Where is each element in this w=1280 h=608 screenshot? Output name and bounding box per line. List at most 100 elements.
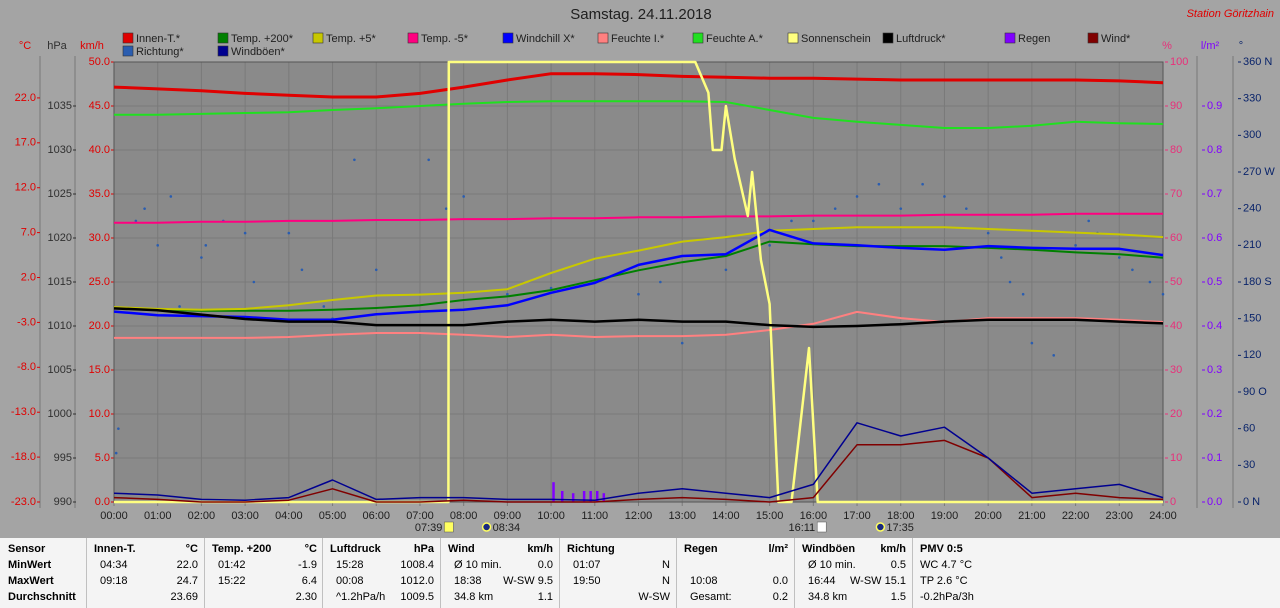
direction-dot: [117, 427, 120, 430]
y-tick-label: 5.0: [95, 452, 110, 464]
direction-dot: [659, 280, 662, 284]
y-tick-label: 330: [1243, 93, 1261, 105]
legend-label: Wind*: [1101, 33, 1131, 45]
x-tick-label: 06:00: [362, 510, 390, 522]
y-tick-label: 90 O: [1243, 386, 1267, 398]
column-unit: l/m²: [768, 543, 788, 555]
y-tick-label: 995: [54, 452, 72, 464]
direction-dot: [965, 207, 968, 210]
y-tick-label: -8.0: [17, 361, 36, 373]
legend-label: Feuchte I.*: [611, 33, 665, 45]
sun-time: 16:11: [788, 522, 815, 534]
y-tick-label: -18.0: [11, 451, 36, 463]
direction-dot: [462, 195, 465, 198]
table-cell: TP 2.6 °C: [920, 575, 968, 587]
legend-label: Innen-T.*: [136, 33, 181, 45]
direction-dot: [134, 219, 138, 223]
direction-dot: [921, 182, 924, 186]
column-separator: [676, 538, 677, 608]
legend-swatch: [1087, 32, 1099, 44]
x-tick-label: 07:00: [406, 510, 434, 522]
y-tick-label: 20.0: [89, 320, 110, 332]
x-tick-label: 02:00: [188, 510, 216, 522]
column-separator: [322, 538, 323, 608]
table-cell: 23.69: [170, 591, 198, 603]
table-cell: 1.1: [537, 591, 553, 603]
table-cell: 00:08: [336, 575, 364, 587]
table-cell: Gesamt:: [690, 591, 732, 603]
y-tick-label: 0 N: [1243, 496, 1260, 508]
series-line: [114, 60, 1163, 504]
y-tick-label: 30: [1170, 364, 1182, 376]
series-line: [113, 307, 1164, 329]
direction-dot: [374, 268, 378, 272]
y-tick-label: 45.0: [89, 100, 110, 112]
series-line: [114, 212, 1163, 224]
x-tick-label: 19:00: [931, 510, 959, 522]
direction-dot: [637, 292, 640, 296]
table-cell: -0.2hPa/3h: [920, 591, 974, 603]
direction-dot: [1052, 354, 1056, 357]
series-line: [114, 100, 1164, 129]
series-line: [113, 422, 1164, 501]
table-cell: 6.4: [301, 575, 317, 587]
x-tick-label: 17:00: [843, 510, 871, 522]
row-label: MaxWert: [8, 575, 54, 587]
rain-bar: [561, 491, 564, 502]
table-cell: 22.0: [176, 559, 198, 571]
table-cell: 18:38: [454, 575, 482, 587]
direction-dot: [680, 341, 684, 345]
direction-dot: [156, 244, 160, 247]
direction-dot: [1117, 256, 1121, 259]
table-cell: Ø 10 min.: [808, 559, 856, 571]
axis-unit: hPa: [47, 40, 67, 52]
y-tick-label: 2.0: [21, 271, 36, 283]
x-tick-label: 08:00: [450, 510, 478, 522]
axis-unit: °: [1239, 40, 1243, 52]
y-tick-label: -3.0: [17, 316, 36, 328]
direction-dot: [322, 305, 326, 308]
y-tick-label: 0.8: [1207, 144, 1222, 156]
x-tick-label: 13:00: [668, 510, 696, 522]
y-tick-label: 0.6: [1207, 232, 1222, 244]
column-unit: hPa: [413, 543, 434, 555]
direction-dot: [999, 256, 1003, 259]
y-tick-label: 1020: [48, 232, 72, 244]
x-tick-label: 00:00: [100, 510, 128, 522]
x-tick-label: 12:00: [625, 510, 653, 522]
series-line: [113, 228, 1164, 321]
legend-swatch: [502, 32, 514, 44]
x-tick-label: 23:00: [1106, 510, 1134, 522]
column-separator: [86, 538, 87, 608]
table-cell: WC 4.7 °C: [920, 559, 973, 571]
x-tick-label: 15:00: [756, 510, 784, 522]
direction-dot: [899, 207, 903, 210]
y-tick-label: 100: [1170, 56, 1188, 68]
y-tick-label: 15.0: [89, 364, 110, 376]
y-tick-label: 0.4: [1207, 320, 1222, 332]
rain-bar: [595, 491, 599, 502]
direction-dot: [444, 207, 448, 210]
table-cell: 19:50: [573, 575, 601, 587]
legend-swatch: [312, 32, 324, 44]
rain-bar: [589, 491, 592, 502]
table-cell: 15:22: [218, 575, 246, 587]
column-title: PMV 0:5: [920, 543, 963, 555]
column-unit: °C: [185, 543, 198, 555]
y-tick-label: 35.0: [89, 188, 110, 200]
direction-dot: [1074, 244, 1077, 247]
table-cell: 01:07: [573, 559, 601, 571]
x-tick-label: 04:00: [275, 510, 303, 522]
table-cell: -1.9: [298, 559, 317, 571]
x-tick-label: 03:00: [231, 510, 259, 522]
legend-label: Temp. -5*: [421, 33, 469, 45]
y-tick-label: 60: [1243, 423, 1255, 435]
table-cell: 15:28: [336, 559, 364, 571]
y-tick-label: 25.0: [89, 276, 110, 288]
direction-dot: [986, 231, 990, 235]
direction-dot: [1131, 268, 1134, 272]
series-line: [113, 226, 1164, 311]
y-tick-label: 0.7: [1207, 188, 1222, 200]
direction-dot: [506, 292, 509, 296]
sun-marker: [444, 521, 454, 533]
